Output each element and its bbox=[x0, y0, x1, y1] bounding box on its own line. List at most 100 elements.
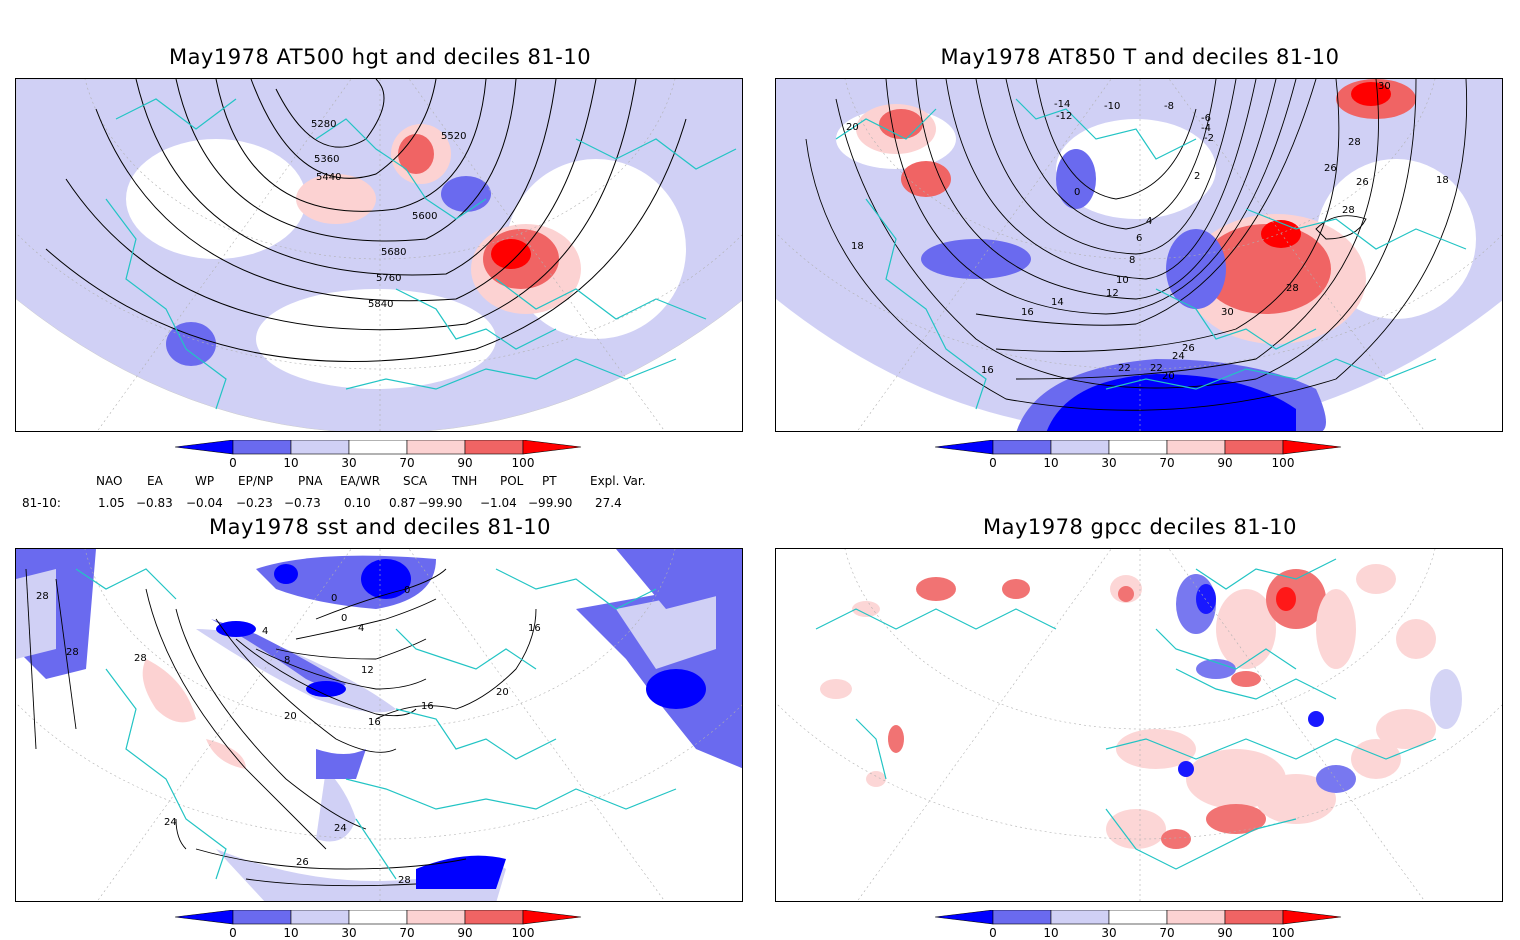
index-value: 0.10 bbox=[344, 496, 371, 510]
contour-label: 0 bbox=[1074, 187, 1080, 198]
index-name: TNH bbox=[452, 474, 478, 488]
contour-label: 16 bbox=[981, 365, 994, 376]
index-name: EA/WR bbox=[340, 474, 381, 488]
contour-label: 5360 bbox=[314, 154, 339, 165]
contour-label: 18 bbox=[851, 241, 864, 252]
contour-label: 2 bbox=[1194, 171, 1200, 182]
map-panel-sst: 0 0 0 4 4 8 12 16 16 16 20 20 24 24 26 2… bbox=[15, 548, 743, 902]
colorbar-tick: 10 bbox=[283, 456, 299, 470]
contour-label: 26 bbox=[1356, 177, 1369, 188]
contour-label: 20 bbox=[496, 687, 509, 698]
colorbar-tick: 10 bbox=[1043, 926, 1059, 940]
colorbar-swatch bbox=[1166, 440, 1226, 455]
contour-label: 0 bbox=[404, 585, 410, 596]
colorbar-tick: 70 bbox=[399, 926, 415, 940]
colorbar-swatch bbox=[935, 910, 994, 925]
colorbar-t850: 0 10 30 70 90 100 bbox=[935, 440, 1355, 470]
colorbar-tick: 100 bbox=[1271, 456, 1295, 470]
map-panel-hgt500: 5280 5360 5440 5520 5600 5680 5760 5840 bbox=[15, 78, 743, 432]
index-name: PNA bbox=[298, 474, 323, 488]
index-name: NAO bbox=[96, 474, 123, 488]
contour-label: 20 bbox=[1162, 371, 1175, 382]
index-value: 1.05 bbox=[98, 496, 125, 510]
index-value: −0.73 bbox=[284, 496, 321, 510]
contour-label: 8 bbox=[1129, 255, 1135, 266]
colorbar-swatch bbox=[1282, 910, 1342, 925]
colorbar-hgt500: 0 10 30 70 90 100 bbox=[175, 440, 595, 470]
colorbar-swatch bbox=[935, 440, 994, 455]
index-value: 0.87 bbox=[389, 496, 416, 510]
colorbar-swatch bbox=[1108, 440, 1168, 455]
contour-label: 26 bbox=[1182, 343, 1195, 354]
contour-label: -14 bbox=[1054, 99, 1070, 110]
contour-label: 12 bbox=[361, 665, 374, 676]
map-panel-gpcc bbox=[775, 548, 1503, 902]
colorbar-swatch bbox=[1282, 440, 1342, 455]
index-value: 27.4 bbox=[595, 496, 622, 510]
colorbar-swatch bbox=[464, 440, 524, 455]
colorbar-tick: 90 bbox=[1217, 926, 1233, 940]
colorbar-tick: 70 bbox=[1159, 456, 1175, 470]
colorbar-swatch bbox=[1224, 440, 1284, 455]
contour-label: 5600 bbox=[412, 211, 437, 222]
contour-label: 0 bbox=[341, 613, 347, 624]
colorbar-swatch bbox=[290, 440, 350, 455]
index-value: −99.90 bbox=[418, 496, 463, 510]
colorbar-tick: 100 bbox=[511, 456, 535, 470]
colorbar-swatch bbox=[992, 440, 1052, 455]
panel-title-t850: May1978 AT850 T and deciles 81-10 bbox=[940, 45, 1340, 69]
colorbar-swatch bbox=[1108, 910, 1168, 925]
contour-label: 20 bbox=[846, 122, 859, 133]
colorbar-tick: 100 bbox=[1271, 926, 1295, 940]
colorbar-sst: 0 10 30 70 90 100 bbox=[175, 910, 595, 940]
contour-label: 4 bbox=[262, 626, 268, 637]
contour-label: 28 bbox=[1286, 283, 1299, 294]
contour-label: 28 bbox=[1342, 205, 1355, 216]
colorbar-gpcc: 0 10 30 70 90 100 bbox=[935, 910, 1355, 940]
contour-label: 14 bbox=[1051, 297, 1064, 308]
index-row-label: 81-10: bbox=[22, 496, 61, 510]
contour-label: 28 bbox=[398, 875, 411, 886]
contour-label: 20 bbox=[284, 711, 297, 722]
contour-label: -8 bbox=[1164, 101, 1174, 112]
contour-label: 0 bbox=[331, 593, 337, 604]
panel-title-gpcc: May1978 gpcc deciles 81-10 bbox=[983, 515, 1297, 539]
colorbar-tick: 30 bbox=[1101, 456, 1117, 470]
index-name: Expl. Var. bbox=[590, 474, 646, 488]
colorbar-tick: 0 bbox=[989, 456, 997, 470]
index-name: SCA bbox=[403, 474, 428, 488]
colorbar-swatch bbox=[175, 440, 234, 455]
index-value: −0.23 bbox=[236, 496, 273, 510]
colorbar-tick: 0 bbox=[229, 456, 237, 470]
index-name: WP bbox=[195, 474, 215, 488]
contour-label: 28 bbox=[36, 591, 49, 602]
contour-label: 16 bbox=[528, 623, 541, 634]
colorbar-tick: 70 bbox=[399, 456, 415, 470]
index-name: EA bbox=[147, 474, 163, 488]
map-panel-t850: -14 -12 -10 -8 -6 -4 -2 0 2 4 6 8 10 12 … bbox=[775, 78, 1503, 432]
contour-label: 12 bbox=[1106, 288, 1119, 299]
contour-label: -4 bbox=[1201, 123, 1211, 134]
colorbar-swatch bbox=[1050, 440, 1110, 455]
contour-label: 5680 bbox=[381, 247, 406, 258]
contour-label: 6 bbox=[1136, 233, 1142, 244]
colorbar-swatch bbox=[1224, 910, 1284, 925]
contour-label: 5840 bbox=[368, 299, 393, 310]
contour-label: 8 bbox=[284, 655, 290, 666]
colorbar-tick: 30 bbox=[1101, 926, 1117, 940]
contour-label: 28 bbox=[134, 653, 147, 664]
contour-label: 5440 bbox=[316, 172, 341, 183]
contour-label: -12 bbox=[1056, 111, 1072, 122]
colorbar-swatch bbox=[406, 910, 466, 925]
contour-label: -10 bbox=[1104, 101, 1120, 112]
contour-label: 16 bbox=[1021, 307, 1034, 318]
contour-label: 4 bbox=[358, 623, 364, 634]
contour-label: 26 bbox=[296, 857, 309, 868]
contour-label: 24 bbox=[334, 823, 347, 834]
colorbar-swatch bbox=[232, 440, 292, 455]
colorbar-tick: 0 bbox=[229, 926, 237, 940]
contour-label: -2 bbox=[1204, 133, 1214, 144]
colorbar-tick: 10 bbox=[1043, 456, 1059, 470]
contour-label: 5280 bbox=[311, 119, 336, 130]
colorbar-swatch bbox=[992, 910, 1052, 925]
